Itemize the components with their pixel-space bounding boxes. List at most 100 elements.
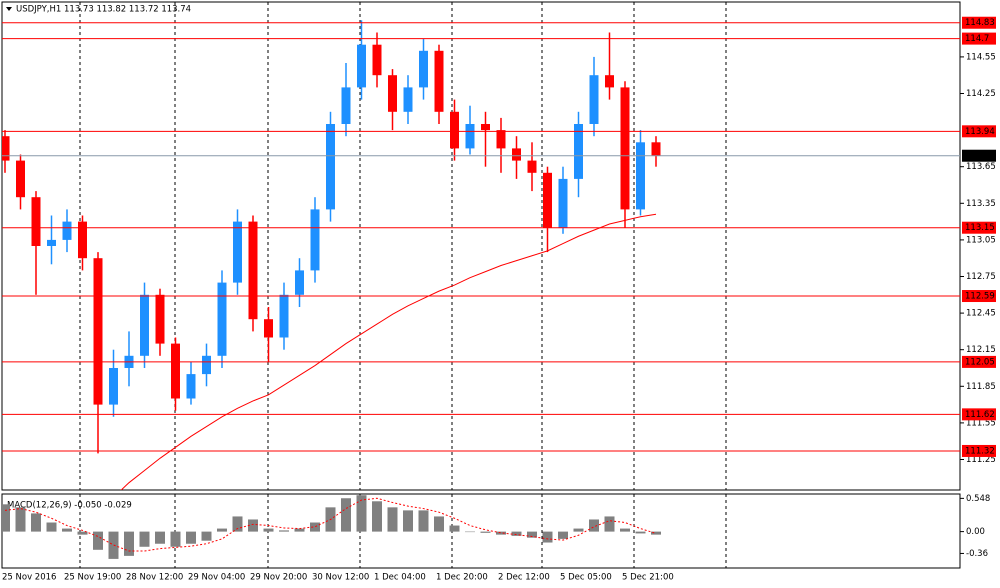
y-tick-label: 112.45 <box>966 309 996 319</box>
macd-bar <box>186 531 196 544</box>
macd-bar <box>232 516 243 532</box>
macd-bar <box>558 531 568 539</box>
macd-bar <box>263 528 274 532</box>
level-label-box <box>962 16 996 29</box>
candle-body <box>341 87 351 124</box>
y-tick-label: 114.25 <box>966 89 996 99</box>
candle-body <box>496 130 506 149</box>
macd-bar <box>77 531 88 535</box>
y-tick-label: -0.36 <box>966 549 988 559</box>
macd <box>2 495 661 559</box>
candle-body <box>620 87 630 210</box>
level-label: 113.15 <box>965 223 995 233</box>
macd-bar <box>139 531 150 547</box>
candle-body <box>574 124 583 179</box>
candle-body <box>636 142 645 210</box>
macd-bar <box>387 507 398 532</box>
y-tick-label: 113.65 <box>966 162 996 172</box>
macd-bar <box>62 528 72 532</box>
level-label: 114.83 <box>965 18 995 28</box>
candle-body <box>217 282 227 356</box>
macd-bar <box>341 498 351 532</box>
candle-body <box>543 172 552 228</box>
candle-body <box>450 111 459 149</box>
candle-body <box>109 368 118 405</box>
macd-bar <box>573 528 584 532</box>
y-tick-label: 113.35 <box>966 199 996 209</box>
candle-body <box>589 75 599 124</box>
level-label-box <box>962 290 996 303</box>
candle-body <box>605 75 614 88</box>
main-panel <box>1 1 961 491</box>
macd-bar <box>108 531 119 559</box>
level-label: 114.7 <box>965 34 989 44</box>
macd-bar <box>217 528 227 532</box>
y-tick-label: 0.00 <box>966 527 985 537</box>
candle-body <box>202 355 211 375</box>
candle-body <box>326 124 335 210</box>
y-tick-label: 111.85 <box>966 382 996 392</box>
macd-panel <box>1 493 961 569</box>
x-tick-label: 1 Dec 20:00 <box>436 573 488 583</box>
candle-body <box>279 294 289 338</box>
x-tick-label: 28 Nov 12:00 <box>126 573 183 583</box>
chart-title: USDJPY,H1 113.73 113.82 113.72 113.74 <box>16 5 191 15</box>
y-tick-label: 112.75 <box>966 272 996 282</box>
x-tick-label: 30 Nov 12:00 <box>312 573 369 583</box>
candle-body <box>403 87 413 112</box>
candle-body <box>512 148 521 161</box>
y-tick-label: 0.548 <box>966 494 990 504</box>
candle-body <box>419 50 428 88</box>
candle-body <box>140 294 149 356</box>
candle-body <box>78 221 87 259</box>
level-label-box <box>962 444 996 457</box>
macd-bar <box>31 513 41 532</box>
candle-body <box>248 221 258 320</box>
candle-body <box>93 258 103 405</box>
x-tick-label: 29 Nov 04:00 <box>188 573 245 583</box>
macd-bar <box>155 531 165 544</box>
macd-bar <box>294 528 305 532</box>
macd-bar <box>356 495 367 532</box>
macd-bar <box>635 531 646 534</box>
macd-bar <box>201 531 212 541</box>
candle-body <box>465 124 475 149</box>
x-tick-label: 2 Dec 12:00 <box>498 573 550 583</box>
level-label: 111.32 <box>965 446 995 456</box>
candle-body <box>47 239 56 246</box>
x-tick-label: 1 Dec 04:00 <box>374 573 426 583</box>
y-tick-label: 113.05 <box>966 235 996 245</box>
macd-bar <box>651 531 661 535</box>
x-tick-label: 25 Nov 19:00 <box>64 573 121 583</box>
x-tick-label: 5 Dec 21:00 <box>622 573 674 583</box>
x-tick-label: 29 Nov 20:00 <box>250 573 307 583</box>
macd-bar <box>124 531 134 556</box>
candle-body <box>233 221 242 283</box>
candles <box>2 20 661 490</box>
macd-bar <box>15 507 26 532</box>
candle-body <box>434 50 444 112</box>
candle-body <box>264 319 273 338</box>
candle-body <box>2 136 10 161</box>
macd-bar <box>418 510 429 532</box>
current-price-label: 113.74 <box>965 151 995 161</box>
y-tick-label: 111.25 <box>966 455 996 465</box>
macd-bar <box>496 531 506 535</box>
candle-body <box>310 209 320 271</box>
menu-arrow[interactable] <box>6 7 12 11</box>
macd-bar <box>279 530 289 532</box>
candle-body <box>186 374 196 399</box>
candle-body <box>155 294 165 344</box>
macd-bar <box>449 525 460 532</box>
macd-bar <box>248 519 258 532</box>
macd-bar <box>589 519 599 532</box>
macd-bar <box>620 528 630 532</box>
level-label-box <box>962 408 996 421</box>
candle-body <box>357 44 366 88</box>
level-label-box <box>962 32 996 45</box>
candle-body <box>171 343 180 399</box>
macd-bar <box>372 501 382 532</box>
level-label: 112.59 <box>965 292 995 302</box>
candle-body <box>388 75 397 112</box>
